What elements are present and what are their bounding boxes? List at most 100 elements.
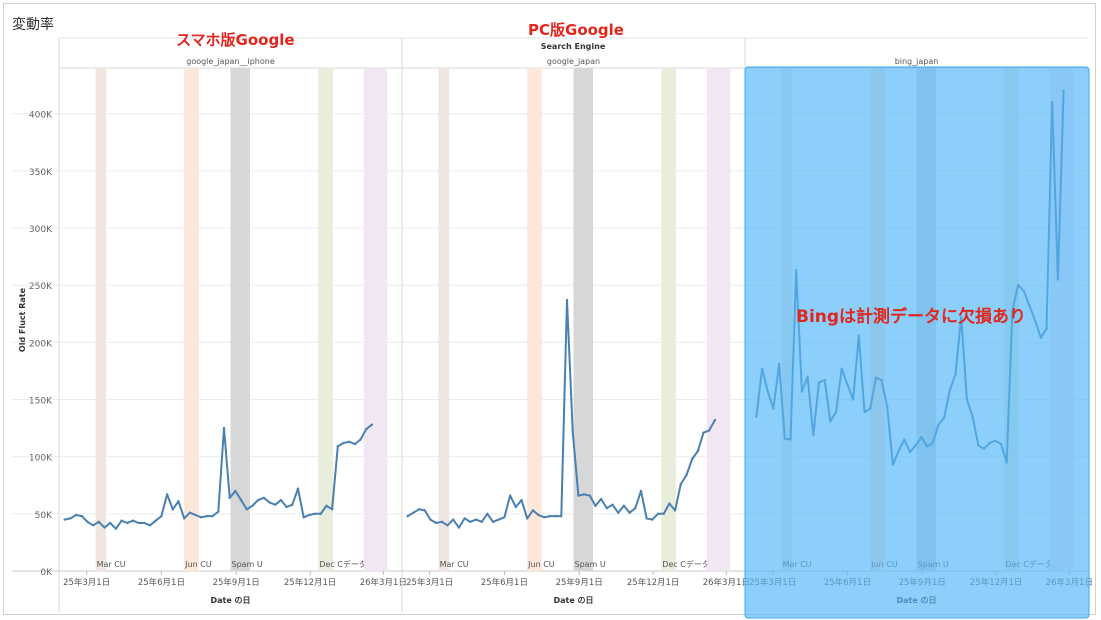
data-point [165, 493, 169, 496]
data-point [370, 423, 374, 426]
event-band [706, 68, 731, 571]
data-point [702, 431, 705, 434]
data-point [205, 514, 209, 518]
x-tick-label: 25年12月1日 [284, 577, 337, 588]
event-band-label: Dec Cデータ欠損 [662, 559, 726, 569]
data-point [336, 445, 339, 448]
data-point [588, 494, 591, 497]
data-point [217, 510, 220, 513]
data-point [679, 482, 682, 486]
event-band [573, 68, 594, 571]
data-point [109, 521, 112, 525]
data-point [696, 449, 700, 453]
data-point [537, 513, 540, 517]
data-point [74, 513, 78, 517]
x-tick-label: 26年3月1日 [360, 577, 407, 588]
y-tick-label: 350K [29, 168, 53, 178]
data-point [429, 518, 432, 521]
callout-mobile-google: スマホ版Google [176, 31, 295, 49]
panel-header-google_japan__iphone: google_japan__iphone [186, 57, 275, 66]
data-point [690, 457, 694, 461]
bing-highlight-box [744, 66, 1090, 619]
data-point [353, 442, 357, 446]
y-tick-label: 0K [40, 568, 53, 578]
event-band [95, 68, 107, 571]
data-point [126, 521, 129, 525]
data-point [222, 426, 226, 430]
data-point [251, 504, 254, 508]
data-point [177, 500, 180, 503]
y-tick-label: 250K [29, 282, 53, 292]
data-point [645, 517, 648, 520]
data-point [69, 517, 72, 520]
data-point [577, 494, 580, 497]
data-point [560, 514, 563, 518]
data-point [713, 418, 717, 422]
data-point [302, 516, 305, 519]
panel-header-google_japan: google_japan [547, 57, 600, 66]
data-point [434, 521, 438, 525]
event-band-label: Spam U [232, 560, 263, 569]
event-band [230, 68, 251, 571]
data-point [279, 498, 283, 502]
data-point [531, 509, 535, 512]
data-point [234, 489, 237, 493]
data-point [463, 517, 466, 520]
y-tick-label: 300K [29, 225, 53, 235]
data-point [148, 524, 152, 527]
data-point [114, 527, 118, 530]
data-point [548, 514, 552, 518]
data-point [171, 508, 174, 511]
data-point [274, 503, 277, 506]
data-point [469, 520, 472, 524]
x-tick-label: 26年3月1日 [703, 577, 750, 588]
data-point [188, 511, 192, 514]
data-point [594, 504, 597, 508]
event-band [527, 68, 542, 571]
data-point [120, 519, 123, 522]
callout-bing-missing-data: Bingは計測データに欠損あり [796, 307, 1027, 327]
data-point [239, 498, 243, 502]
y-tick-label: 100K [29, 454, 53, 464]
data-point [194, 513, 197, 517]
data-point [262, 496, 266, 500]
x-tick-label: 25年3月1日 [406, 577, 453, 588]
data-point [480, 520, 483, 524]
data-point [708, 429, 711, 432]
data-point [211, 514, 214, 518]
event-band-label: Jun CU [184, 560, 212, 569]
y-tick-label: 150K [29, 397, 53, 407]
y-tick-label: 50K [35, 511, 53, 521]
data-point [182, 517, 186, 520]
data-point [503, 516, 506, 519]
data-point [634, 506, 637, 510]
event-band-label: Dec Cデータ欠損 [319, 559, 383, 569]
event-band-label: Mar CU [97, 560, 126, 569]
column-header: Search Engine [541, 42, 606, 51]
event-band-label: Jun CU [527, 560, 555, 569]
data-point [417, 508, 421, 511]
data-point [330, 508, 334, 511]
data-point [97, 520, 101, 524]
data-point [520, 498, 523, 502]
data-point [319, 512, 322, 516]
event-band [363, 68, 388, 571]
data-point [446, 524, 449, 527]
data-point [103, 526, 106, 529]
x-axis-label: Date の日 [210, 596, 250, 605]
data-point [365, 428, 368, 431]
data-point [296, 487, 300, 490]
x-tick-label: 25年6月1日 [138, 577, 185, 588]
data-point [256, 498, 260, 502]
x-tick-label: 25年9月1日 [213, 577, 260, 588]
data-point [617, 511, 620, 514]
data-point [452, 518, 455, 521]
data-point [308, 513, 311, 517]
data-point [457, 526, 461, 529]
dashboard-frame [3, 3, 1096, 615]
data-point [611, 503, 614, 506]
data-point [154, 519, 157, 522]
event-band [184, 68, 199, 571]
data-point [514, 505, 517, 509]
data-point [440, 520, 444, 524]
